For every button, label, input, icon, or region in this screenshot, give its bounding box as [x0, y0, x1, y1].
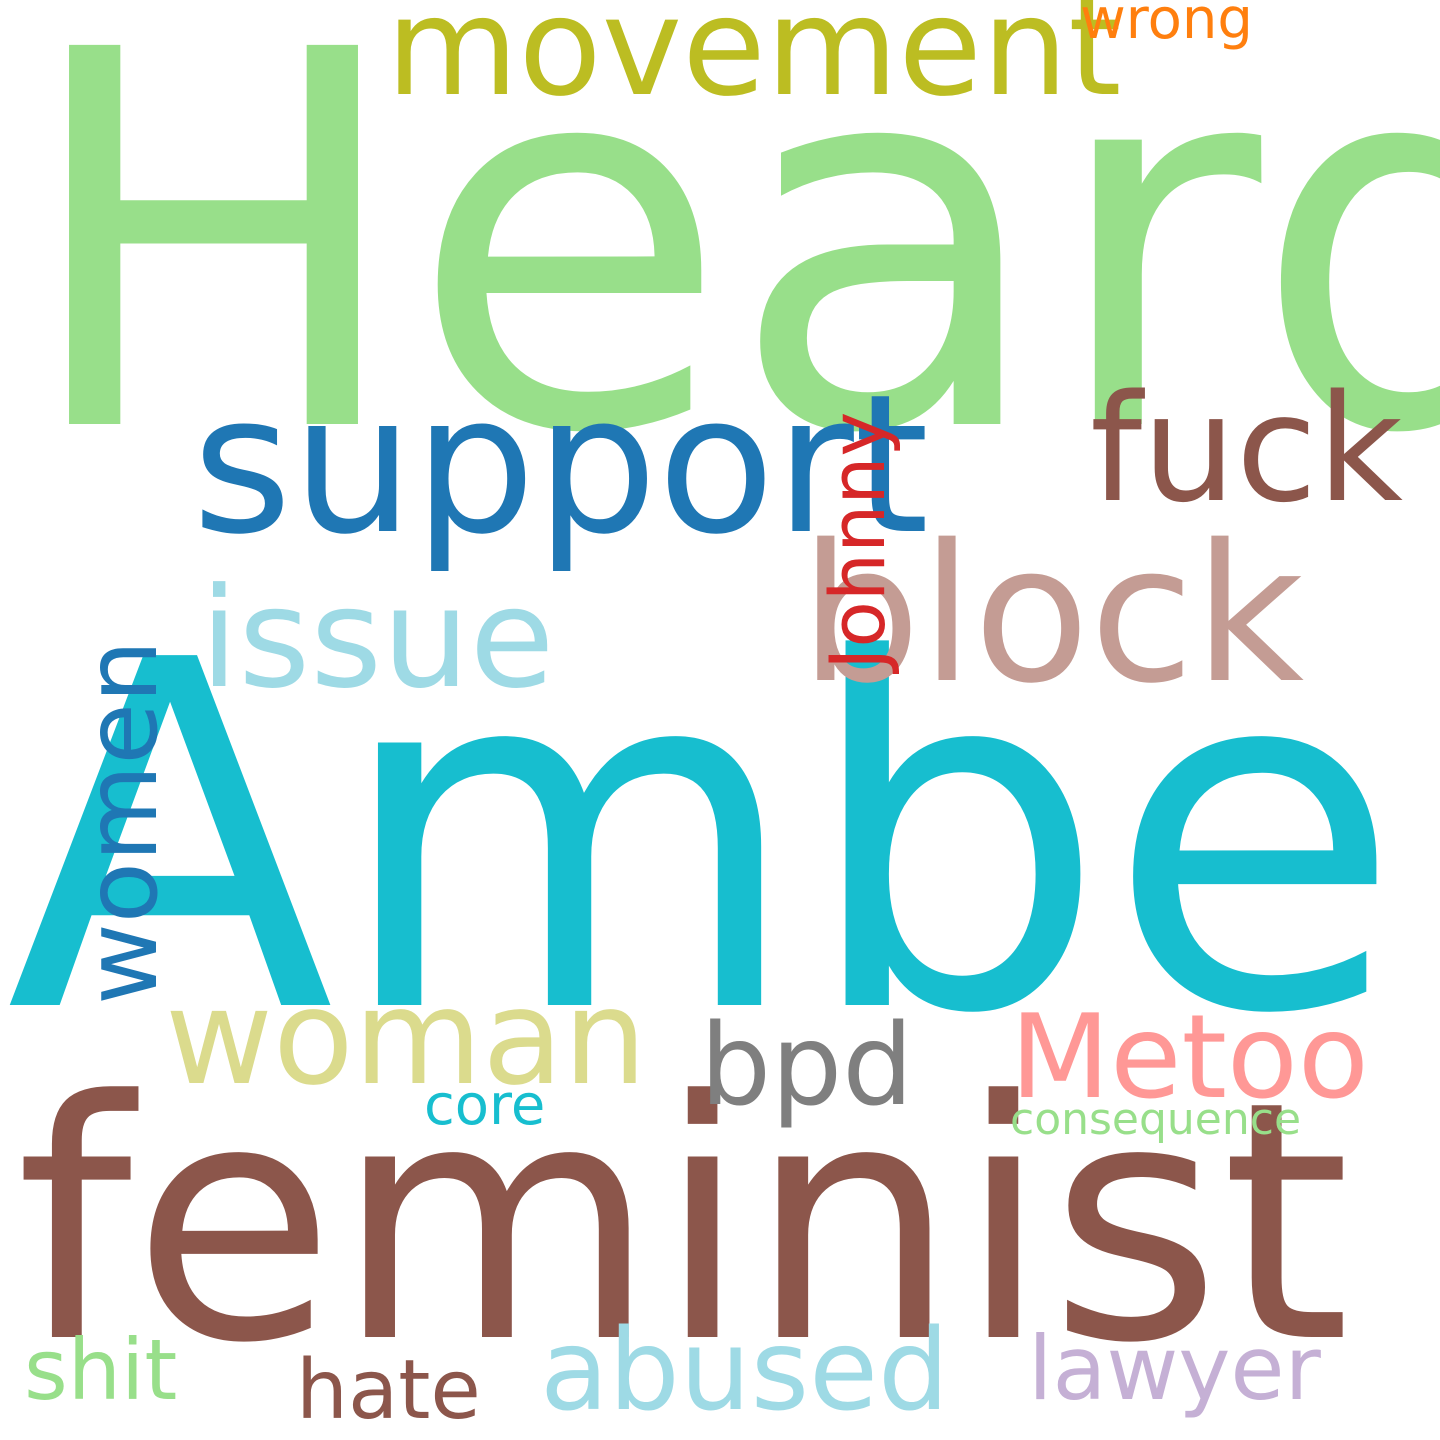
- word-metoo: Metoo: [1010, 990, 1369, 1125]
- word-woman: woman: [165, 961, 647, 1115]
- word-support: support: [192, 354, 930, 577]
- word-bpd: bpd: [700, 1001, 914, 1131]
- word-consequence: consequence: [1010, 1094, 1302, 1145]
- word-hate: hate: [296, 1343, 481, 1438]
- word-fuck: fuck: [1090, 363, 1403, 535]
- word-amber: Amber: [6, 560, 1440, 1119]
- word-johnny: Johnny: [813, 411, 902, 670]
- word-lawyer: lawyer: [1028, 1317, 1321, 1420]
- word-abused: abused: [540, 1306, 950, 1436]
- word-core: core: [424, 1073, 546, 1138]
- word-issue: issue: [200, 558, 555, 719]
- word-heard: Heard: [18, 0, 1440, 547]
- word-block: block: [800, 504, 1305, 725]
- word-movement: movement: [386, 0, 1122, 127]
- word-wrong: wrong: [1080, 0, 1253, 52]
- word-women: women: [63, 639, 180, 1005]
- word-shit: shit: [24, 1321, 178, 1419]
- word-feminist: feminist: [16, 1031, 1351, 1415]
